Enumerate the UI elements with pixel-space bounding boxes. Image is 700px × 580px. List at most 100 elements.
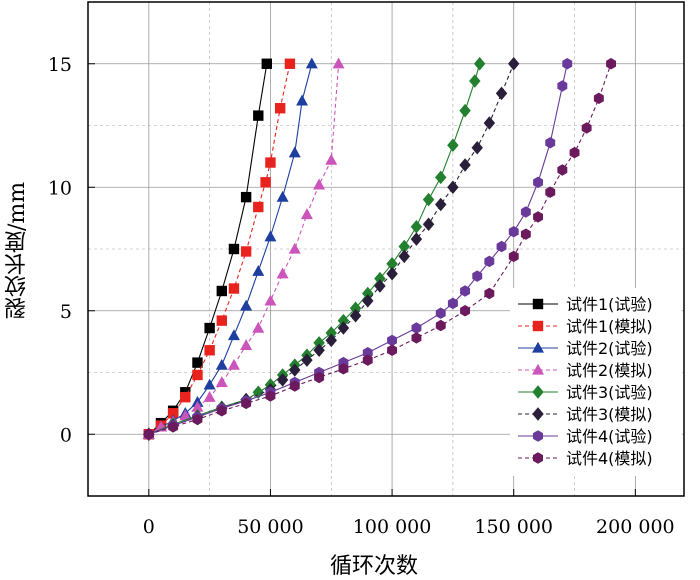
legend-marker	[532, 407, 544, 421]
data-point	[387, 334, 397, 347]
x-tick-label: 200 000	[596, 516, 675, 538]
data-point	[260, 177, 271, 188]
series-8	[143, 58, 616, 440]
data-point	[520, 206, 531, 218]
data-series	[142, 56, 616, 442]
data-point	[484, 287, 495, 300]
data-point	[265, 157, 276, 168]
data-point	[386, 266, 398, 281]
data-point	[216, 285, 227, 297]
data-point	[471, 140, 483, 155]
data-point	[422, 192, 435, 207]
legend-label: 试件1(模拟)	[566, 317, 653, 336]
data-point	[203, 390, 216, 402]
data-point	[362, 294, 374, 308]
data-point	[313, 336, 325, 350]
legend-box	[510, 288, 682, 476]
data-point	[252, 264, 265, 276]
legend-marker	[533, 452, 543, 464]
data-point	[215, 358, 228, 370]
data-point	[338, 363, 349, 375]
data-point	[288, 146, 301, 158]
data-point	[484, 255, 495, 268]
data-point	[460, 305, 470, 317]
data-point	[168, 421, 179, 433]
data-point	[143, 428, 154, 440]
data-point	[508, 250, 519, 263]
data-point	[435, 319, 446, 332]
data-point	[362, 354, 373, 366]
data-point	[203, 378, 216, 390]
data-point	[447, 180, 459, 195]
legend-label: 试件4(模拟)	[566, 449, 653, 468]
data-point	[398, 249, 410, 264]
data-point	[325, 326, 337, 340]
data-point	[227, 329, 240, 341]
plot-frame	[87, 1, 685, 497]
data-point	[332, 57, 345, 69]
data-point	[289, 363, 301, 377]
data-point	[410, 232, 423, 246]
data-point	[374, 279, 386, 293]
data-point	[240, 339, 253, 351]
data-point	[557, 164, 568, 176]
data-point	[435, 307, 446, 319]
data-point	[228, 283, 240, 294]
data-point	[325, 153, 338, 165]
data-point	[569, 146, 580, 159]
data-point	[386, 257, 398, 271]
data-point	[557, 80, 568, 92]
data-point	[545, 186, 556, 198]
data-point	[191, 400, 204, 412]
gridlines	[87, 2, 684, 497]
data-point	[606, 58, 616, 70]
legend-label: 试件4(试验)	[566, 427, 653, 446]
data-point	[192, 369, 203, 381]
data-point	[349, 308, 362, 323]
data-point	[252, 321, 265, 333]
data-point	[337, 313, 350, 328]
y-tick-label: 10	[48, 177, 72, 199]
data-point	[204, 322, 215, 334]
data-point	[362, 347, 373, 359]
data-point	[300, 208, 313, 220]
data-point	[562, 58, 573, 70]
data-point	[167, 408, 179, 419]
legend-marker	[532, 385, 544, 399]
data-point	[305, 57, 318, 69]
data-point	[411, 332, 422, 344]
x-axis-title: 循环次数	[330, 554, 419, 579]
data-point	[264, 230, 277, 242]
data-point	[387, 344, 397, 356]
data-point	[228, 243, 240, 255]
data-point	[313, 343, 325, 358]
data-point	[240, 246, 252, 257]
data-point	[349, 301, 362, 316]
legend-marker	[533, 430, 543, 442]
x-tick-label: 150 000	[474, 516, 553, 538]
data-point	[447, 297, 458, 310]
data-point	[325, 333, 337, 348]
data-point	[216, 315, 227, 326]
x-tick-label: 50 000	[237, 516, 303, 538]
y-tick-label: 15	[48, 54, 72, 76]
x-tick-label: 0	[143, 516, 155, 538]
data-point	[459, 103, 471, 118]
data-point	[204, 345, 215, 356]
data-point	[253, 110, 264, 121]
data-point	[241, 397, 252, 410]
data-point	[276, 190, 289, 202]
data-point	[288, 242, 301, 254]
data-point	[215, 376, 228, 388]
legend-label: 试件1(试验)	[566, 295, 653, 314]
legend: 试件1(试验) 试件1(模拟) 试件2(试验) 试件2(模拟) 试件3(试验) 试件3(模…	[510, 288, 682, 476]
legend-label: 试件3(模拟)	[566, 405, 653, 424]
data-point	[593, 92, 604, 104]
data-point	[289, 380, 300, 392]
data-point	[435, 170, 447, 185]
data-point	[276, 373, 289, 387]
x-tick-label: 100 000	[353, 516, 432, 538]
legend-marker	[532, 363, 544, 375]
data-point	[398, 239, 410, 254]
data-point	[274, 103, 286, 114]
